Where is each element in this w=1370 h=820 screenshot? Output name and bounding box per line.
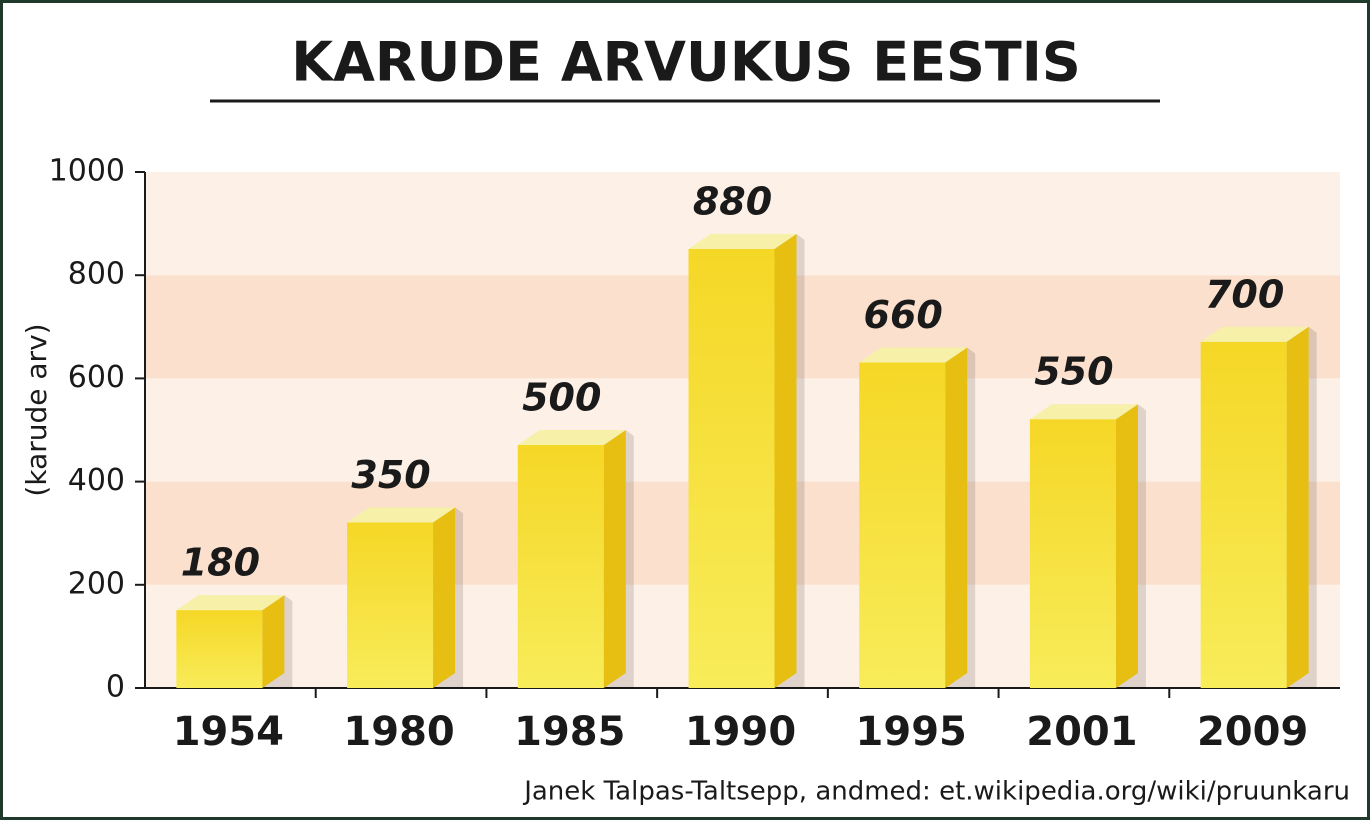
bar-side: [603, 430, 626, 688]
value-label: 660: [864, 293, 943, 337]
bar: [688, 233, 805, 689]
y-tick-label: 600: [68, 360, 125, 395]
x-tick-label: 1985: [514, 709, 625, 755]
value-label: 880: [693, 179, 772, 223]
bar-side: [774, 233, 797, 689]
x-tick-label: 1995: [856, 709, 967, 755]
bar-side: [262, 595, 285, 688]
x-tick-label: 2001: [1026, 709, 1137, 755]
bar-side: [1286, 326, 1309, 688]
y-axis-label: (karude arv): [20, 323, 53, 496]
bar: [517, 430, 634, 688]
bar-front: [347, 522, 434, 688]
bar-side: [433, 507, 456, 688]
plot: 0 200 400 600 800 1000 1954 180 1980 350 1985 500 19…: [49, 154, 1340, 755]
bar: [176, 595, 293, 688]
bar-top: [176, 595, 285, 611]
x-tick-label: 1954: [173, 709, 284, 755]
value-label: 550: [1034, 350, 1113, 394]
value-label: 350: [351, 453, 430, 497]
x-tick-label: 1980: [343, 709, 454, 755]
y-tick-label: 1000: [49, 154, 125, 189]
bar-front: [859, 362, 946, 688]
chart-title: KARUDE ARVUKUS EESTIS: [291, 31, 1081, 94]
value-label: 180: [181, 541, 260, 585]
x-tick-label: 1990: [685, 709, 796, 755]
bar-front: [176, 610, 263, 688]
bar: [859, 347, 976, 688]
bar-top: [1200, 326, 1309, 342]
bar-top: [688, 233, 797, 249]
bar-front: [1200, 341, 1287, 688]
bar-top: [347, 507, 456, 523]
bar-side: [945, 347, 968, 688]
y-tick-label: 400: [68, 463, 125, 498]
y-tick-label: 800: [68, 257, 125, 292]
bar-top: [859, 347, 968, 363]
value-label: 700: [1205, 272, 1284, 316]
bar-front: [688, 248, 775, 689]
bar: [1200, 326, 1317, 688]
y-tick-label: 200: [68, 566, 125, 601]
x-tick-label: 2009: [1197, 709, 1308, 755]
y-tick-label: 0: [106, 670, 125, 705]
bar: [1029, 404, 1146, 688]
bar-front: [517, 445, 604, 688]
source: Janek Talpas-Taltsepp, andmed: et.wikipe…: [522, 777, 1350, 807]
bar-top: [517, 430, 626, 445]
value-label: 500: [522, 376, 601, 420]
bar-front: [1029, 419, 1116, 688]
bar-side: [1115, 404, 1138, 688]
bar: [347, 507, 464, 688]
bar-top: [1029, 404, 1138, 420]
